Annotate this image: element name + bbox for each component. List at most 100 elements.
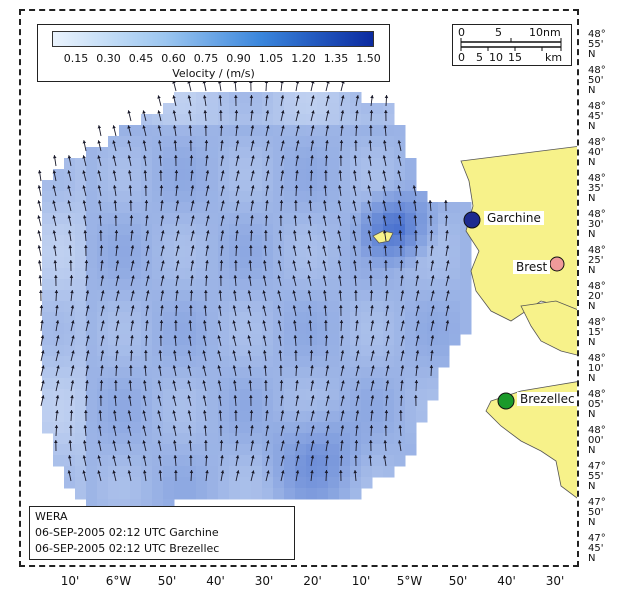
velocity-cell — [438, 268, 450, 280]
velocity-cell — [174, 334, 186, 346]
velocity-cell — [317, 125, 329, 137]
current-arrowhead — [142, 425, 146, 429]
velocity-cell — [317, 191, 329, 203]
velocity-cell — [317, 147, 329, 159]
velocity-cell — [174, 356, 186, 368]
velocity-cell — [108, 235, 120, 247]
velocity-cell — [284, 213, 296, 225]
velocity-cell — [64, 224, 76, 236]
velocity-cell — [383, 147, 395, 159]
current-arrowhead — [160, 215, 165, 219]
current-arrowhead — [293, 335, 298, 339]
velocity-cell — [262, 444, 274, 456]
current-arrowhead — [370, 320, 375, 324]
current-arrowhead — [400, 365, 405, 369]
current-arrowhead — [280, 170, 285, 174]
current-arrowhead — [277, 305, 281, 309]
velocity-cell — [75, 389, 87, 401]
current-arrowhead — [203, 425, 208, 429]
velocity-cell — [383, 279, 395, 291]
velocity-cell — [306, 323, 318, 335]
velocity-cell — [427, 279, 439, 291]
velocity-cell — [97, 180, 109, 192]
current-arrowhead — [251, 170, 255, 174]
velocity-cell — [350, 103, 362, 115]
velocity-cell — [75, 169, 87, 181]
current-arrowhead — [39, 305, 44, 309]
velocity-cell — [295, 136, 307, 148]
velocity-cell — [339, 378, 351, 390]
velocity-cell — [141, 169, 153, 181]
current-arrowhead — [310, 470, 314, 474]
current-arrowhead — [295, 395, 300, 399]
velocity-cell — [295, 323, 307, 335]
current-arrowhead — [204, 455, 209, 459]
velocity-cell — [229, 246, 241, 258]
current-arrowhead — [296, 440, 300, 444]
velocity-cell — [53, 257, 65, 269]
velocity-cell — [240, 444, 252, 456]
velocity-cell — [284, 488, 296, 500]
current-arrowhead — [217, 380, 222, 384]
velocity-cell — [86, 279, 98, 291]
velocity-cell — [53, 444, 65, 456]
velocity-cell — [163, 125, 175, 137]
current-arrowhead — [370, 395, 375, 399]
lat-label-14: 47° 45' N — [588, 534, 618, 564]
velocity-cell — [152, 235, 164, 247]
current-arrowhead — [71, 320, 75, 324]
velocity-cell — [185, 290, 197, 302]
velocity-cell — [273, 158, 285, 170]
current-arrowhead — [308, 320, 313, 324]
velocity-cell — [119, 235, 131, 247]
velocity-cell — [64, 301, 76, 313]
current-arrowhead — [115, 260, 120, 264]
velocity-cell — [317, 290, 329, 302]
velocity-cell — [438, 213, 450, 225]
velocity-cell — [273, 279, 285, 291]
velocity-cell — [361, 378, 373, 390]
current-arrowhead — [173, 335, 178, 339]
velocity-cell — [328, 488, 340, 500]
velocity-cell — [306, 103, 318, 115]
velocity-cell — [163, 367, 175, 379]
velocity-cell — [273, 235, 285, 247]
current-arrowhead — [112, 125, 116, 129]
velocity-cell — [449, 301, 461, 313]
velocity-cell — [75, 367, 87, 379]
velocity-cell — [185, 312, 197, 324]
velocity-cell — [372, 202, 384, 214]
lat-label-part: 55' — [588, 39, 604, 50]
current-arrowhead — [217, 305, 222, 309]
lon-label-1: 6°W — [105, 574, 132, 588]
current-arrowhead — [281, 110, 285, 114]
current-arrowhead — [309, 350, 314, 354]
velocity-cell — [108, 378, 120, 390]
velocity-cell — [361, 235, 373, 247]
current-arrowhead — [340, 125, 344, 129]
current-arrowhead — [175, 290, 179, 294]
current-arrowhead — [311, 395, 315, 399]
velocity-cell — [163, 455, 175, 467]
current-arrowhead — [446, 275, 450, 279]
velocity-cell — [372, 400, 384, 412]
current-arrowhead — [281, 425, 285, 429]
velocity-cell — [218, 444, 230, 456]
velocity-cell — [273, 246, 285, 258]
velocity-cell — [229, 433, 241, 445]
velocity-cell — [64, 389, 76, 401]
velocity-cell — [394, 246, 406, 258]
velocity-cell — [185, 268, 197, 280]
velocity-cell — [372, 257, 384, 269]
current-arrowhead — [338, 290, 343, 294]
velocity-cell — [306, 477, 318, 489]
velocity-cell — [75, 312, 87, 324]
velocity-cell — [196, 422, 208, 434]
velocity-cell — [416, 202, 428, 214]
velocity-cell — [262, 400, 274, 412]
current-arrowhead — [262, 305, 266, 309]
current-arrowhead — [232, 305, 237, 309]
velocity-cell — [97, 323, 109, 335]
velocity-cell — [438, 202, 450, 214]
velocity-cell — [383, 301, 395, 313]
